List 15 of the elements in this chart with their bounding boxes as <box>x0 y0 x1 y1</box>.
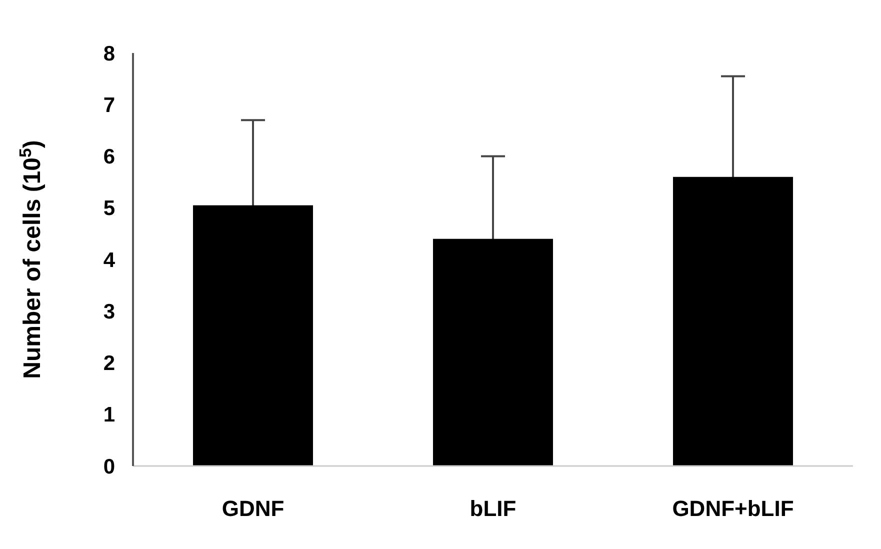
y-tick-label: 8 <box>103 42 116 66</box>
y-tick-label: 4 <box>103 248 116 272</box>
bar <box>433 238 553 466</box>
y-tick-label: 5 <box>103 197 116 220</box>
x-tick-label: GDNF+bLIF <box>672 496 794 521</box>
y-tick-label: 2 <box>103 352 115 376</box>
y-tick-label: 1 <box>103 404 116 427</box>
bar <box>193 205 313 466</box>
bar <box>673 176 793 466</box>
x-tick-label: GDNF <box>222 496 284 521</box>
y-tick-label: 3 <box>103 300 115 324</box>
y-tick-label: 0 <box>103 455 115 478</box>
x-tick-label: bLIF <box>470 496 516 521</box>
y-tick-label: 6 <box>103 146 115 169</box>
y-tick-label: 7 <box>103 94 115 117</box>
